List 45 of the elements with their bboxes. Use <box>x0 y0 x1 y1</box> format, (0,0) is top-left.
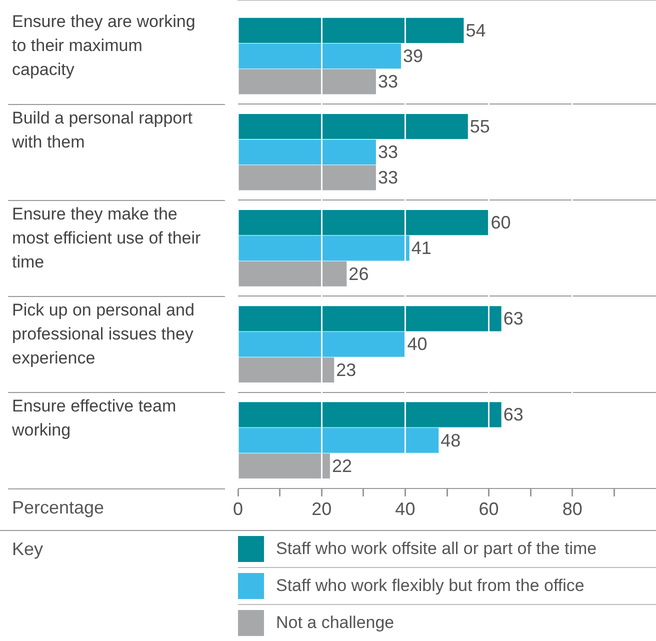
bar <box>238 402 502 428</box>
bar <box>238 261 347 286</box>
data-label: 26 <box>348 264 369 284</box>
bar <box>238 140 376 165</box>
bar <box>238 453 330 479</box>
x-tick-label: 20 <box>312 499 332 520</box>
bar <box>238 428 439 453</box>
x-axis-title: Percentage <box>12 497 104 518</box>
data-label: 33 <box>378 168 398 188</box>
data-label: 22 <box>332 456 352 476</box>
data-label: 41 <box>411 238 432 258</box>
legend-label: Staff who work offsite all or part of the time <box>276 539 597 559</box>
x-tick-label: 0 <box>232 499 244 520</box>
data-label: 54 <box>466 20 486 40</box>
data-label: 39 <box>403 46 424 66</box>
x-tick-label: 40 <box>395 499 416 520</box>
bar <box>238 306 502 332</box>
bar <box>238 18 464 43</box>
y-tick-label: Ensure effective team working <box>11 396 176 440</box>
bar <box>238 332 406 357</box>
y-tick-label: Ensure they make the most efficient use of their time <box>12 204 202 272</box>
data-label: 48 <box>440 430 461 450</box>
bar <box>238 114 468 140</box>
bar <box>238 236 410 261</box>
bar <box>238 69 376 94</box>
bar <box>238 165 376 190</box>
legend-title: Key <box>12 539 44 560</box>
y-tick-label: Build a personal rapport with them <box>11 108 193 152</box>
y-tick-label: Pick up on personal and professional issues they experience <box>12 300 194 368</box>
data-label: 40 <box>407 334 428 354</box>
bar <box>238 210 489 236</box>
data-label: 23 <box>336 360 356 380</box>
data-label: 63 <box>503 404 524 425</box>
x-tick-label: 80 <box>562 499 582 520</box>
bar <box>238 357 334 382</box>
legend-label: Not a challenge <box>276 613 394 633</box>
legend-label: Staff who work flexibly but from the office <box>276 576 584 596</box>
data-label: 63 <box>503 308 524 329</box>
data-label: 55 <box>470 116 490 136</box>
data-label: 60 <box>490 212 511 233</box>
x-tick-label: 60 <box>478 499 499 520</box>
data-label: 33 <box>378 142 398 162</box>
data-label: 33 <box>378 72 398 92</box>
bar <box>238 43 402 69</box>
y-tick-label: Ensure they are working to their maximum capacity <box>12 12 196 80</box>
